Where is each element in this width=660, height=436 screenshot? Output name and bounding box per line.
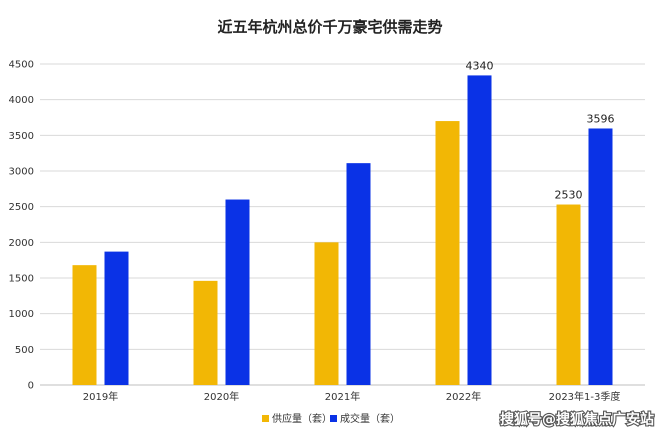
- y-tick-label: 4000: [9, 95, 34, 106]
- bar-deals-4: [588, 128, 613, 385]
- y-tick-label: 4500: [9, 60, 34, 71]
- bar-supply-4: [556, 204, 581, 385]
- x-category-label: 2019年: [83, 390, 118, 403]
- legend-swatch-supply: [262, 415, 269, 422]
- x-category-label: 2020年: [204, 390, 239, 403]
- legend-label-supply: 供应量（套）: [272, 412, 332, 425]
- y-tick-label: 1500: [9, 274, 34, 285]
- y-tick-label: 2000: [9, 238, 34, 249]
- y-tick-label: 3000: [9, 167, 34, 178]
- bar-deals-0: [104, 251, 129, 385]
- chart-title: 近五年杭州总价千万豪宅供需走势: [217, 18, 442, 36]
- y-tick-label: 2500: [9, 202, 34, 213]
- data-labels: 4340 2530 3596: [466, 59, 615, 201]
- bar-supply-3: [435, 121, 460, 386]
- bars: [72, 75, 613, 386]
- watermark-text: 搜狐号@搜狐焦点广安站: [500, 411, 654, 428]
- y-tick-label: 0: [28, 381, 34, 392]
- data-label: 4340: [466, 59, 494, 72]
- x-category-label: 2022年: [446, 390, 481, 403]
- x-category-label: 2021年: [325, 390, 360, 403]
- watermark: 搜狐号@搜狐焦点广安站: [499, 410, 655, 429]
- bar-deals-3: [467, 75, 492, 385]
- y-tick-label: 500: [15, 345, 34, 356]
- bar-supply-2: [314, 242, 339, 385]
- bar-deals-1: [225, 199, 250, 385]
- data-label: 3596: [587, 112, 615, 125]
- y-tick-label: 3500: [9, 131, 34, 142]
- legend: 供应量（套） 成交量（套）: [262, 412, 400, 425]
- y-tick-label: 1000: [9, 309, 34, 320]
- data-label: 2530: [555, 189, 583, 202]
- legend-label-deals: 成交量（套）: [340, 412, 400, 425]
- x-axis-labels: 2019年 2020年 2021年 2022年 2023年1-3季度: [83, 390, 621, 403]
- bar-supply-0: [72, 265, 97, 385]
- gridlines: [40, 63, 645, 386]
- legend-swatch-deals: [330, 415, 337, 422]
- x-category-label: 2023年1-3季度: [549, 390, 621, 403]
- y-axis-ticks: 0 500 1000 1500 2000 2500 3000 3500 4000 4500: [9, 60, 34, 392]
- bar-deals-2: [346, 163, 371, 385]
- bar-supply-1: [193, 280, 218, 385]
